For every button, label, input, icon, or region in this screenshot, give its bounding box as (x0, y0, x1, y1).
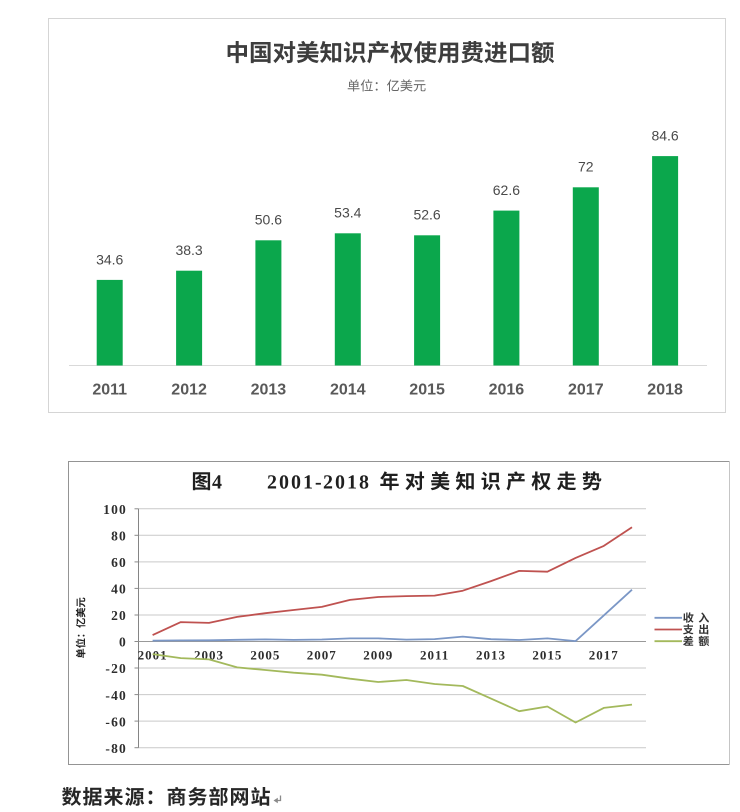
svg-text:38.3: 38.3 (175, 242, 202, 258)
svg-text:53.4: 53.4 (334, 205, 361, 221)
svg-text:2007: 2007 (307, 648, 337, 663)
svg-text:100: 100 (103, 502, 127, 517)
svg-text:-80: -80 (105, 741, 127, 756)
svg-text:2013: 2013 (476, 648, 506, 663)
svg-text:2011: 2011 (92, 382, 127, 399)
svg-text:84.6: 84.6 (651, 128, 678, 144)
svg-text:20: 20 (111, 608, 127, 623)
svg-text:-60: -60 (105, 714, 127, 729)
svg-text:2018: 2018 (647, 382, 683, 399)
svg-text:50.6: 50.6 (255, 212, 282, 228)
svg-text:0: 0 (119, 635, 127, 650)
svg-text:2011: 2011 (420, 648, 449, 663)
svg-text:2005: 2005 (250, 648, 280, 663)
svg-text:2015: 2015 (532, 648, 562, 663)
svg-text:80: 80 (111, 529, 127, 544)
svg-text:-20: -20 (105, 661, 127, 676)
svg-text:2014: 2014 (330, 382, 366, 399)
svg-text:34.6: 34.6 (96, 251, 123, 267)
svg-text:52.6: 52.6 (413, 207, 440, 223)
svg-text:2017: 2017 (568, 382, 604, 399)
svg-text:2009: 2009 (363, 648, 393, 663)
svg-text:2013: 2013 (251, 382, 287, 399)
svg-text:62.6: 62.6 (493, 182, 520, 198)
svg-text:72: 72 (578, 159, 594, 175)
svg-text:2015: 2015 (409, 382, 445, 399)
svg-text:2012: 2012 (171, 382, 207, 399)
svg-text:60: 60 (111, 555, 127, 570)
svg-text:40: 40 (111, 582, 127, 597)
svg-text:2001: 2001 (138, 648, 168, 663)
svg-text:-40: -40 (105, 688, 127, 703)
svg-text:2017: 2017 (589, 648, 619, 663)
svg-text:2016: 2016 (489, 382, 525, 399)
